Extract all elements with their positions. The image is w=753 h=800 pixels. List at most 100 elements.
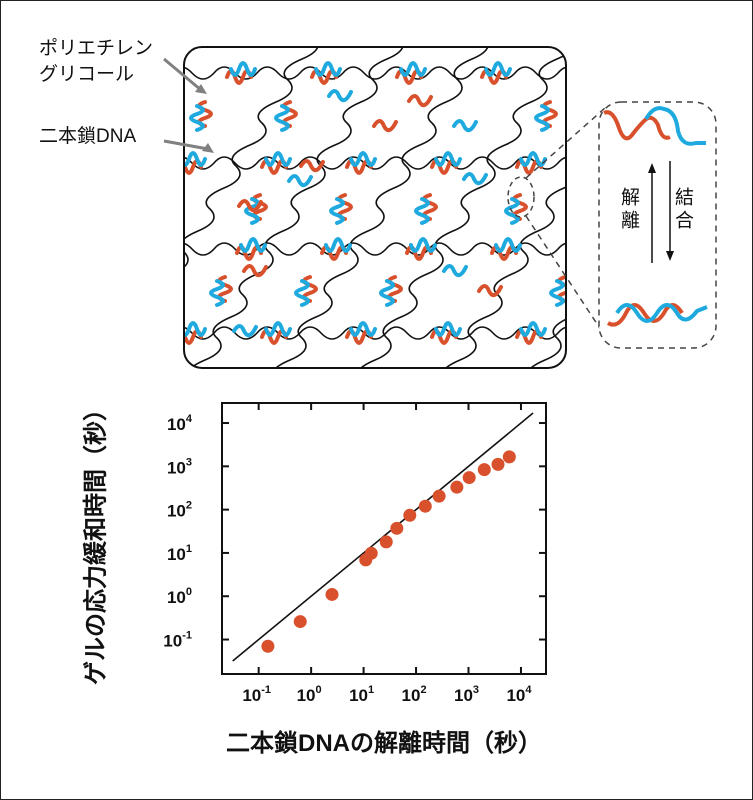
dna-strand-blue [244,197,260,225]
dna-single-strand-blue [327,89,353,103]
dna-strand-blue [504,197,520,225]
x-tick-exponent: 0 [316,684,322,696]
x-tick-base: 10 [402,686,421,705]
y-tick-base: 10 [167,588,186,607]
y-tick-exponent: 1 [186,543,192,555]
dna-strand-blue [349,151,377,167]
dsdna-label: 二本鎖DNA [39,126,137,147]
dna-strand-blue [414,197,430,225]
data-point [418,499,432,513]
dna-strand-blue [314,61,342,77]
y-tick-exponent: 3 [186,456,192,468]
network-box-border [183,46,567,369]
x-tick-label: 101 [349,684,374,705]
dna-strand-blue [229,61,257,77]
y-tick-base: 10 [167,458,186,477]
network-diagram [163,46,717,369]
data-point [491,457,505,471]
y-axis-label: ゲルの応力緩和時間（秒） [82,397,110,685]
dna-single-strand-blue [232,324,258,338]
dna-strand-blue [399,61,427,77]
dna-strand-blue [264,321,292,337]
dna-strand-blue [494,237,522,253]
dna-single-strand-red [242,264,268,278]
dna-strand-blue [329,197,345,225]
data-point [432,489,446,503]
y-tick-exponent: -1 [182,630,192,642]
peg-chain-vertical [441,47,566,368]
dna-strand-blue [484,61,512,77]
dna-strand-blue [434,321,462,337]
data-point [450,480,464,494]
dna-single-strand-blue [462,172,488,186]
dna-strand-blue [239,237,267,253]
y-tick-base: 10 [167,415,186,434]
dna-strand-blue [349,321,377,337]
dna-strand-blue [274,104,290,132]
peg-chain-vertical [356,47,566,368]
peg-chain-vertical [186,47,430,368]
dna-strand-blue [324,237,352,253]
data-point [403,508,417,522]
x-tick-exponent: 4 [525,684,532,696]
y-tick-label: 10-1 [163,630,192,651]
dna-strand-blue [189,104,205,132]
dna-single-strand-red [407,94,433,108]
y-tick-label: 102 [167,500,192,521]
network-group [184,47,566,368]
x-tick-base: 10 [297,686,316,705]
dna-strand-blue [549,279,565,307]
inset-strand-blue-top [644,106,706,146]
zoom-circle [507,176,535,218]
x-tick-exponent: 1 [368,684,374,696]
y-tick-label: 101 [167,543,192,564]
dna-strand-blue [379,279,395,307]
y-tick-label: 103 [167,456,192,477]
dissociation-arrowhead [648,163,656,173]
x-tick-base: 10 [454,686,473,705]
x-tick-base: 10 [349,686,368,705]
x-tick-exponent: 3 [473,684,479,696]
x-tick-base: 10 [506,686,525,705]
dna-strand-blue [519,151,547,167]
y-tick-base: 10 [163,632,182,651]
dna-single-strand-blue [452,119,478,133]
peg-chain-vertical [271,47,515,368]
dna-strand-blue [264,151,292,167]
y-tick-exponent: 0 [186,586,192,598]
y-tick-base: 10 [167,545,186,564]
pointer-arrow-line [163,139,209,151]
dna-strand-blue [409,237,437,253]
pointer-arrow-line [163,57,202,92]
data-point [502,450,516,464]
x-tick-label: 10-1 [242,684,271,705]
dna-single-strand-red [477,284,503,298]
dna-strand-blue [434,151,462,167]
pointer-arrow-head [195,84,207,94]
dna-single-strand-red [237,199,263,213]
data-point [325,587,339,601]
x-tick-base: 10 [242,686,261,705]
data-point [477,463,491,477]
dna-strand-blue [519,321,547,337]
dna-strand-blue [534,104,550,132]
dna-single-strand-red [372,119,398,133]
dissociation-label: 解離 [618,187,639,233]
x-tick-exponent: 2 [420,684,426,696]
dna-single-strand-blue [442,264,468,278]
data-point [293,615,307,629]
data-point [390,521,404,535]
association-arrowhead [666,251,674,261]
y-tick-label: 104 [167,413,193,434]
peg-chain-vertical [184,47,345,368]
dna-single-strand-blue [287,174,313,188]
data-point [364,546,378,560]
association-label: 結合 [672,187,693,233]
data-point [379,535,393,549]
x-tick-label: 102 [402,684,427,705]
y-tick-exponent: 4 [186,413,193,425]
inset-box [598,101,717,349]
x-tick-label: 103 [454,684,479,705]
data-point [261,639,275,653]
